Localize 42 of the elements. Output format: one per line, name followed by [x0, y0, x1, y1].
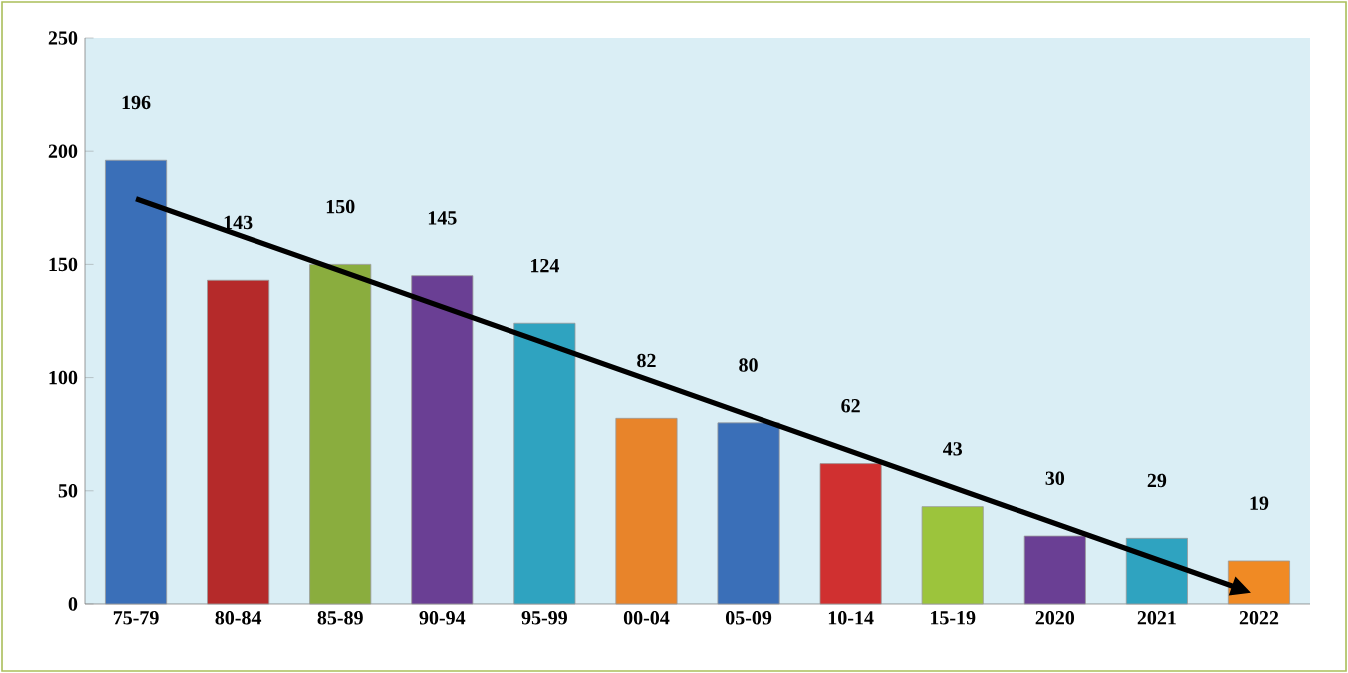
data-label: 80	[739, 358, 758, 372]
bar	[105, 159, 168, 605]
data-label: 124	[530, 258, 560, 273]
y-tick-label: 0	[68, 597, 78, 611]
bar	[921, 506, 984, 605]
data-label: 145	[428, 211, 457, 225]
bar	[819, 463, 882, 605]
x-tick-label: 00-04	[623, 611, 670, 625]
y-tick-label: 200	[48, 144, 78, 158]
y-tick-label: 250	[48, 31, 78, 45]
x-tick-label: 2021	[1137, 611, 1176, 625]
y-tick-label: 50	[58, 484, 78, 498]
data-label: 62	[841, 399, 860, 413]
data-label: 43	[943, 442, 963, 456]
x-tick-label: 2022	[1239, 611, 1279, 625]
x-tick-label: 85-89	[317, 611, 363, 625]
x-tick-label: 10-14	[828, 611, 874, 625]
data-label: 150	[326, 199, 355, 214]
bar	[513, 322, 576, 605]
bar	[615, 417, 678, 605]
y-tick-label: 100	[49, 370, 78, 385]
bar	[411, 275, 474, 605]
x-tick-label: 95-99	[521, 611, 567, 625]
bar	[1023, 535, 1086, 605]
data-label: 196	[122, 95, 151, 110]
x-tick-label: 75-79	[113, 611, 159, 625]
data-label: 30	[1045, 471, 1065, 485]
bar	[717, 422, 780, 605]
bar	[1125, 537, 1188, 605]
x-tick-label: 15-19	[930, 611, 976, 625]
data-label: 19	[1250, 496, 1269, 510]
bar	[207, 279, 270, 605]
x-tick-label: 05-09	[725, 611, 772, 625]
y-tick-label: 150	[49, 257, 78, 272]
bar	[1227, 560, 1290, 605]
x-tick-label: 80-84	[215, 611, 262, 625]
data-label: 29	[1147, 473, 1167, 488]
data-label: 82	[637, 353, 656, 368]
bar	[309, 263, 372, 605]
data-label: 143	[224, 215, 253, 230]
x-tick-label: 90-94	[419, 611, 466, 625]
x-tick-label: 2020	[1035, 611, 1075, 625]
